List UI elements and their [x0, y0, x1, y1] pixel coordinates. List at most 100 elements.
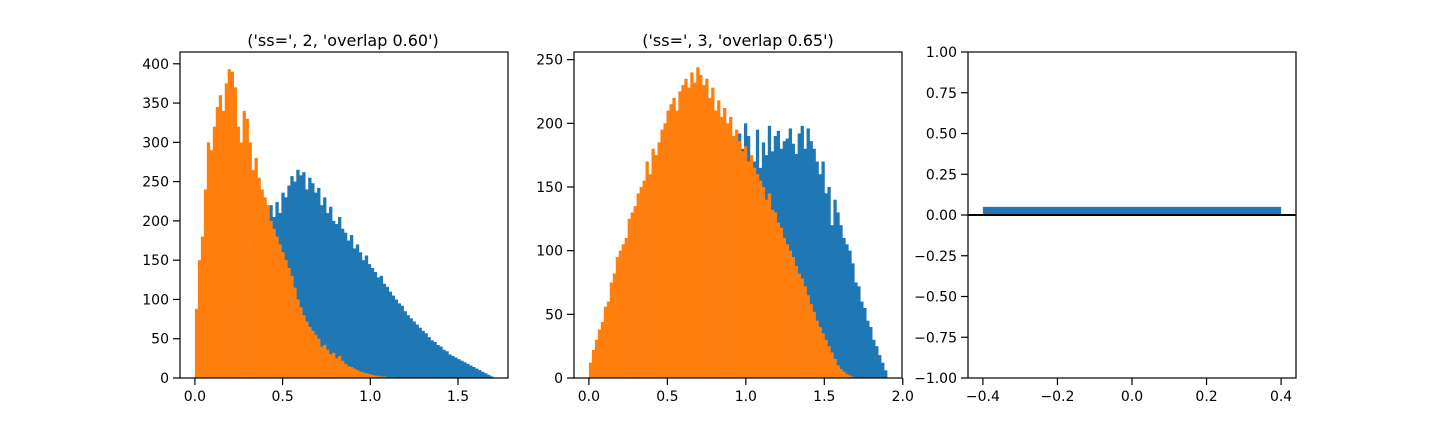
- plot-frame: [179, 51, 509, 379]
- histogram-bar: [588, 362, 593, 378]
- x-tick-label: 0.5: [656, 389, 678, 405]
- histogram-bar: [478, 370, 482, 378]
- histogram-bar: [663, 123, 667, 378]
- histogram-bar: [714, 110, 718, 378]
- histogram-bar: [818, 327, 822, 378]
- histogram-bar: [800, 125, 804, 378]
- histogram-bar: [618, 250, 623, 378]
- histogram-bar: [287, 268, 291, 378]
- histogram-bar: [317, 187, 321, 378]
- histogram-bar: [639, 186, 643, 378]
- histogram-bar: [830, 225, 834, 378]
- histogram-bar: [833, 199, 837, 378]
- y-tick-label: 100: [536, 244, 563, 260]
- histogram-bar: [406, 315, 410, 378]
- histogram-bar: [311, 183, 315, 378]
- histogram-bar: [332, 352, 336, 378]
- y-tick-label: 0.50: [926, 127, 957, 143]
- y-tick-label: 1.00: [926, 45, 957, 61]
- histogram-bar: [302, 315, 306, 378]
- histogram-bar: [690, 72, 694, 379]
- histogram-bar: [457, 359, 461, 378]
- histogram-bar: [490, 376, 494, 378]
- histogram-bar: [454, 357, 458, 378]
- histogram-bar: [836, 365, 840, 378]
- histogram-bar: [355, 244, 360, 378]
- histogram-bar: [296, 299, 300, 378]
- histogram-bar: [364, 373, 369, 378]
- histogram-bar: [812, 148, 816, 378]
- histogram-bar: [821, 161, 825, 378]
- histogram-bar: [881, 362, 885, 378]
- histogram-bar: [403, 311, 407, 378]
- histogram-bar: [341, 360, 345, 378]
- histogram-bar: [385, 286, 390, 378]
- histogram-bar: [308, 326, 312, 378]
- histogram-bar: [657, 142, 661, 378]
- histogram-bar: [848, 250, 852, 378]
- histogram-bar: [314, 192, 318, 378]
- x-tick-label: 1.5: [813, 389, 835, 405]
- bar-marks: [982, 206, 1282, 215]
- histogram-bar: [203, 189, 208, 378]
- x-tick-label: 0.4: [1270, 389, 1292, 405]
- histogram-bar: [773, 212, 778, 378]
- histogram-bar: [854, 282, 858, 378]
- x-tick-label: 0.2: [1195, 389, 1217, 405]
- histogram-bar: [606, 301, 611, 378]
- histogram-bar: [878, 355, 882, 378]
- histogram-bar: [860, 301, 864, 378]
- histogram-bar: [335, 224, 339, 378]
- histogram-bar: [421, 330, 425, 378]
- histogram-bar: [797, 133, 801, 378]
- histogram-bar: [803, 286, 807, 378]
- plot-frame: [573, 51, 903, 379]
- histogram-bar: [418, 327, 422, 378]
- histogram-bar: [848, 375, 852, 378]
- histogram-bar: [484, 373, 488, 378]
- histogram-bar: [669, 104, 673, 379]
- histogram-bar: [770, 209, 775, 378]
- bar: [982, 206, 1282, 215]
- histogram-bar: [636, 193, 640, 378]
- histogram-bar: [463, 362, 467, 378]
- histogram-bar: [857, 286, 861, 378]
- histogram-bar: [305, 189, 309, 378]
- histogram-bar: [352, 368, 357, 378]
- histogram-bar: [409, 318, 413, 378]
- histogram-bar: [633, 206, 637, 378]
- x-tick-label: 1.0: [359, 389, 381, 405]
- histogram-bar: [660, 129, 664, 378]
- y-tick-label: 0.75: [926, 86, 957, 102]
- histogram-bar: [394, 299, 398, 378]
- x-tick-label: 1.5: [447, 389, 469, 405]
- histogram-bar: [344, 232, 348, 378]
- histogram-bar: [323, 345, 327, 378]
- y-tick-label: −0.50: [914, 290, 957, 306]
- histogram-bar: [442, 349, 446, 378]
- histogram-bar: [597, 329, 602, 378]
- histogram-bar: [338, 356, 342, 378]
- histogram-bar: [382, 376, 387, 378]
- histogram-bar: [209, 150, 214, 378]
- histogram-bar: [806, 295, 810, 378]
- histogram-bar: [245, 118, 249, 379]
- histogram-bar: [346, 366, 351, 378]
- histogram-bar: [472, 367, 476, 378]
- histogram-bar: [358, 371, 363, 378]
- histogram-bar: [839, 225, 843, 378]
- histogram-bar: [329, 354, 333, 378]
- histogram-bar: [370, 374, 375, 378]
- x-tick-label: −0.2: [1040, 389, 1074, 405]
- x-tick-label: 1.0: [735, 389, 757, 405]
- histogram-bar: [305, 321, 309, 378]
- histogram-bar: [391, 295, 395, 378]
- histogram-bar: [702, 85, 706, 379]
- histogram-bar: [332, 220, 336, 378]
- histogram-bar: [764, 199, 769, 378]
- histogram-bar: [612, 273, 617, 378]
- histogram-bar: [827, 186, 831, 378]
- histogram-bar: [302, 172, 306, 378]
- x-tick-label: 0.5: [271, 389, 293, 405]
- histogram-bar: [284, 260, 288, 378]
